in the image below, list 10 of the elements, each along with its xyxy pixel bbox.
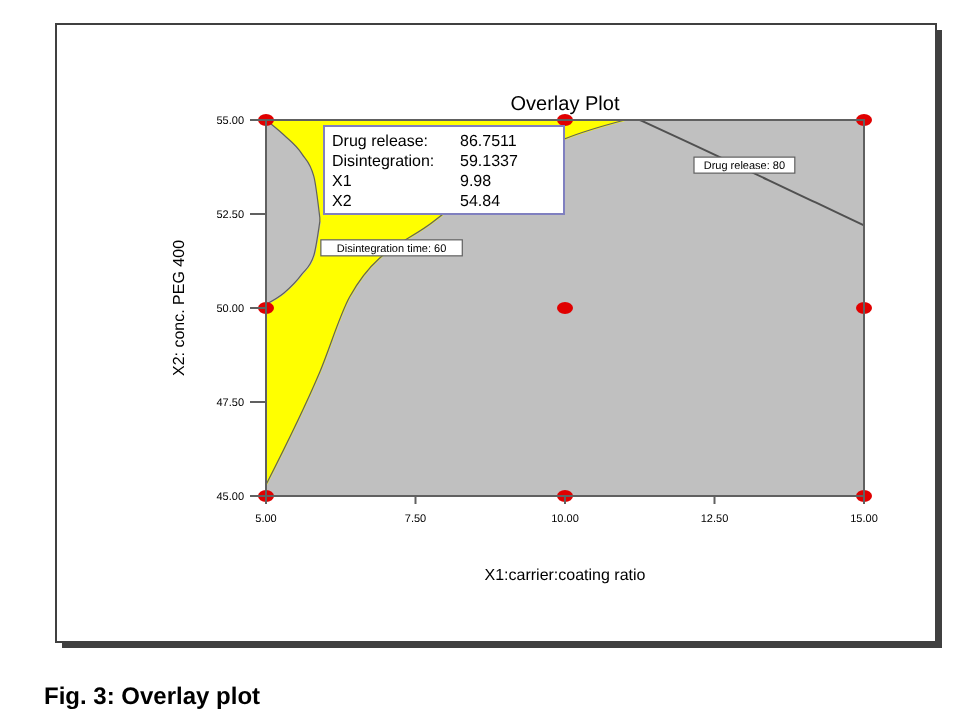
line-series <box>638 119 865 227</box>
text: X2 54.84 <box>332 192 501 210</box>
x-axis-title: X1:carrier:coating ratio <box>484 566 647 584</box>
text: X1 9.98 <box>332 172 492 190</box>
text: Disintegration: 59.1337 <box>332 152 518 170</box>
point <box>557 302 573 314</box>
chart-title: Overlay Plot <box>510 94 620 116</box>
caption: Fig. 3: Overlay plot <box>44 682 261 710</box>
text: Drug release: 86.7511 <box>332 132 517 150</box>
y-axis-title: X2: conc. PEG 400 <box>170 238 188 377</box>
